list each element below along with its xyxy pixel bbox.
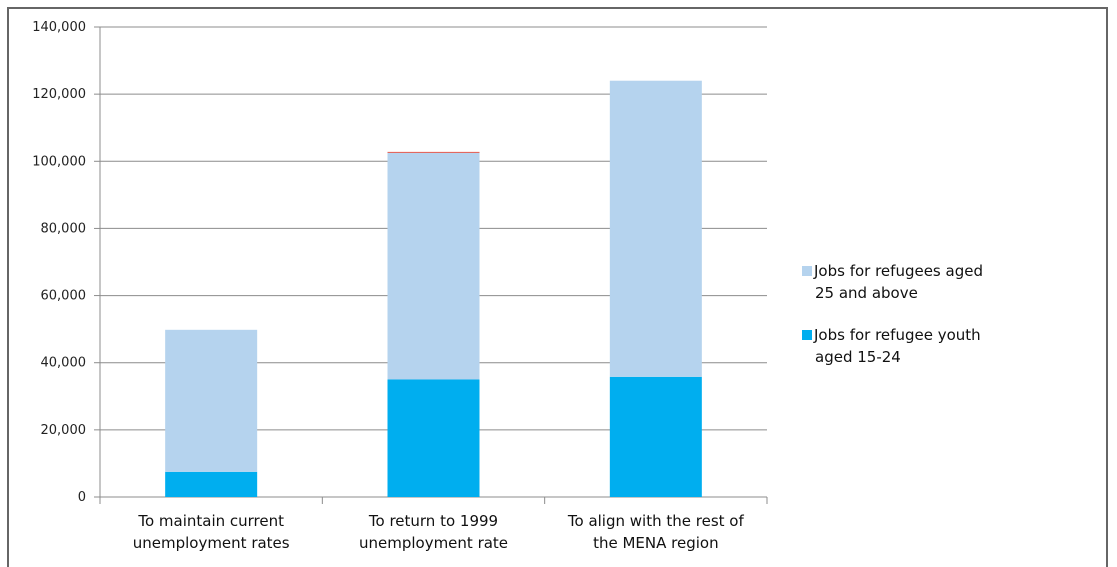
y-tick-label: 140,000 — [32, 20, 86, 35]
legend-label-line: Jobs for refugees aged — [813, 262, 983, 280]
x-category-label-line: unemployment rate — [359, 534, 508, 552]
bar-segment-series2-cat1 — [165, 329, 258, 472]
bar-segment-series2-cat3 — [609, 80, 702, 377]
legend-swatch-2 — [802, 330, 812, 340]
y-tick-label: 80,000 — [41, 221, 87, 236]
x-category-label-line: To maintain current — [137, 512, 284, 530]
legend-label-1: Jobs for refugees aged 25 and above — [813, 262, 983, 302]
x-category-label: To return to 1999 unemployment rate — [359, 512, 508, 552]
bar-top-highlight — [387, 151, 480, 153]
x-category-label-line: unemployment rates — [133, 534, 290, 552]
legend-label-2: Jobs for refugee youth aged 15-24 — [813, 326, 981, 366]
bar-segment-series2-cat2 — [387, 152, 480, 380]
x-category-label-line: the MENA region — [593, 534, 719, 552]
bar-segment-series1-cat2 — [387, 379, 480, 497]
legend-label-line: Jobs for refugee youth — [813, 326, 981, 344]
x-category-label: To maintain current unemployment rates — [133, 512, 290, 552]
y-tick-label: 60,000 — [41, 289, 87, 304]
y-tick-label: 40,000 — [41, 356, 87, 371]
legend-swatch-1 — [802, 266, 812, 276]
y-tick-label: 20,000 — [41, 423, 87, 438]
legend-label-line: aged 15-24 — [815, 348, 901, 366]
x-category-label-line: To align with the rest of — [567, 512, 745, 530]
y-tick-label: 120,000 — [32, 87, 86, 102]
bar-segment-series1-cat1 — [165, 471, 258, 497]
x-category-label: To align with the rest of the MENA region — [567, 512, 745, 552]
chart-frame — [7, 7, 1108, 567]
y-tick-label: 0 — [78, 490, 86, 505]
y-tick-label: 100,000 — [32, 154, 86, 169]
bar-segment-series1-cat3 — [609, 376, 702, 497]
legend-label-line: 25 and above — [815, 284, 918, 302]
x-category-label-line: To return to 1999 — [368, 512, 498, 530]
